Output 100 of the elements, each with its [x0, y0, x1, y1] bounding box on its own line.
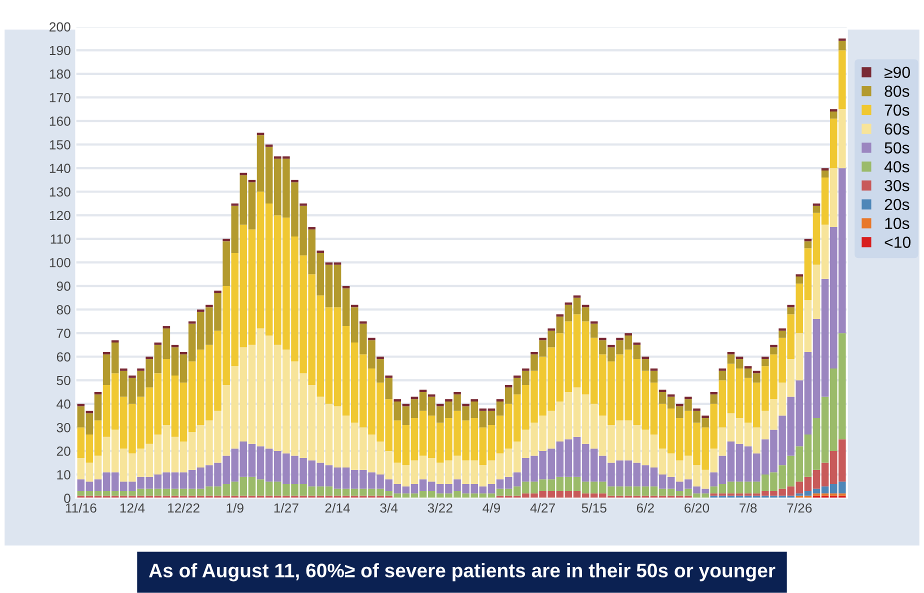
legend-label: 80s — [884, 86, 910, 97]
y-tick-label: 190 — [50, 46, 70, 56]
bar — [812, 206, 820, 213]
bar — [650, 368, 658, 371]
y-tick-label: 20 — [56, 446, 70, 456]
bar — [231, 203, 238, 206]
bar — [727, 352, 735, 354]
bar — [522, 368, 530, 371]
y-tick-label: 120 — [50, 210, 70, 220]
bar — [248, 180, 256, 182]
legend-label: 20s — [884, 198, 910, 210]
bar — [137, 368, 144, 371]
bar — [428, 394, 436, 397]
y-tick-label: 150 — [50, 140, 70, 150]
bar — [120, 368, 128, 371]
y-tick-label: 170 — [50, 92, 70, 102]
x-tick-label: 3/4 — [380, 502, 398, 513]
y-tick-label: 60 — [56, 352, 70, 362]
legend-label: 10s — [885, 218, 910, 230]
bar — [830, 118, 838, 168]
x-tick-label: 4/27 — [530, 502, 555, 513]
bar — [821, 170, 829, 178]
x-tick-label: 1/9 — [226, 502, 244, 513]
legend-label: 40s — [884, 161, 910, 172]
bar — [102, 352, 110, 354]
y-tick-label: 140 — [50, 164, 70, 174]
bar — [171, 344, 179, 348]
bar — [86, 410, 94, 414]
y-tick-label: 90 — [56, 282, 70, 291]
bar — [710, 394, 718, 404]
y-tick-label: 30 — [56, 422, 70, 432]
bar — [564, 302, 572, 305]
y-tick-label: 110 — [50, 234, 70, 244]
bar — [838, 109, 846, 168]
x-tick-label: 6/20 — [684, 502, 710, 513]
x-tick-label: 7/26 — [787, 502, 812, 513]
y-tick-label: 10 — [57, 470, 70, 480]
bar — [778, 330, 786, 338]
y-tick-label: 80 — [56, 305, 70, 314]
y-tick-label: 200 — [50, 22, 70, 32]
bar — [830, 112, 838, 119]
x-tick-label: 6/2 — [636, 502, 654, 513]
bar — [770, 347, 778, 354]
bar — [650, 370, 658, 383]
x-tick-label: 1/27 — [274, 502, 298, 513]
bar — [573, 295, 581, 298]
bar — [590, 324, 598, 338]
bar — [830, 109, 838, 112]
bar — [642, 359, 650, 371]
bar — [548, 328, 555, 331]
bar — [658, 390, 666, 392]
bar — [342, 286, 350, 288]
bar — [300, 203, 307, 206]
legend-label: 60s — [884, 123, 910, 135]
bar — [787, 307, 794, 314]
bar — [838, 50, 846, 110]
legend-label: 30s — [884, 180, 910, 192]
bar — [778, 328, 786, 331]
bar — [796, 276, 804, 284]
y-tick-label: 70 — [56, 328, 70, 338]
y-tick-label: 40 — [56, 399, 70, 409]
bar — [376, 356, 384, 360]
y-tick-label: 50 — [56, 376, 70, 386]
x-tick-label: 7/8 — [740, 502, 757, 513]
y-tick-label: 160 — [50, 116, 70, 126]
x-tick-label: 3/22 — [428, 502, 452, 513]
bar — [838, 38, 846, 41]
bar — [812, 203, 820, 206]
bar — [804, 241, 812, 248]
legend-label: 70s — [884, 104, 910, 116]
bar — [530, 352, 538, 354]
bar — [504, 384, 512, 388]
x-tick-label: 2/14 — [325, 502, 350, 513]
bar — [111, 340, 119, 343]
bar — [642, 356, 650, 360]
bar — [796, 274, 804, 277]
x-tick-label: 4/9 — [482, 502, 500, 513]
bar — [762, 356, 769, 360]
bar — [291, 180, 298, 182]
y-tick-label: 130 — [50, 187, 70, 197]
bar — [667, 394, 675, 397]
y-tick-label: 100 — [50, 258, 70, 268]
bar — [718, 368, 726, 371]
x-tick-label: 5/15 — [582, 502, 606, 513]
text: As of August 11, 60%≥ of severe patients are in their 50s or younger — [149, 563, 776, 582]
legend-label: 50s — [884, 142, 910, 154]
bar — [608, 344, 615, 348]
x-tick-label: 12/22 — [168, 502, 200, 513]
bar — [838, 40, 846, 50]
legend-label: ≥90 — [884, 66, 910, 78]
bar — [146, 356, 153, 360]
y-tick-label: 180 — [50, 69, 70, 79]
bar — [718, 370, 726, 380]
x-tick-label: 11/16 — [66, 502, 96, 513]
bar — [736, 356, 744, 360]
bar — [214, 290, 222, 294]
x-tick-label: 12/4 — [120, 502, 145, 513]
y-tick-label: 0 — [64, 494, 70, 504]
bar — [419, 390, 427, 392]
bar — [762, 359, 769, 366]
